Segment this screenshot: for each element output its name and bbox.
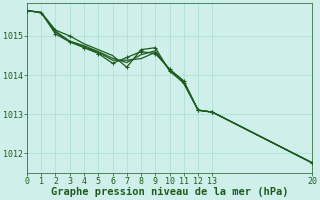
X-axis label: Graphe pression niveau de la mer (hPa): Graphe pression niveau de la mer (hPa) (51, 187, 288, 197)
